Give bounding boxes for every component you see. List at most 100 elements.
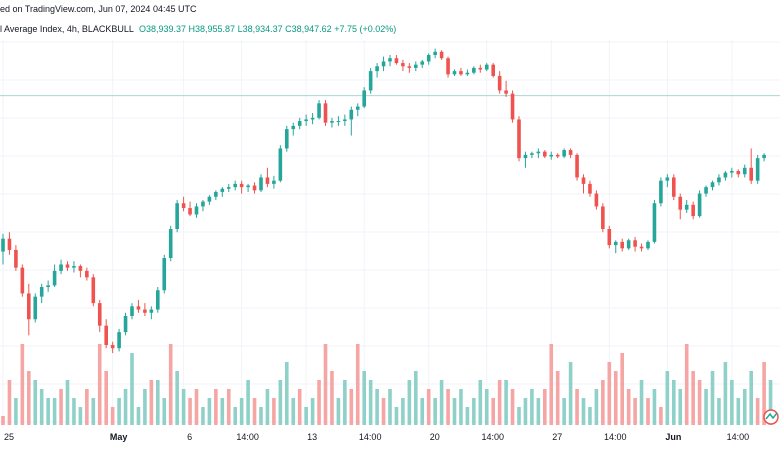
volume-bar (684, 344, 689, 425)
candle-body (717, 177, 721, 183)
candle-body (633, 240, 637, 247)
volume-bar (646, 398, 650, 425)
candle-body (330, 121, 334, 123)
candle-body (607, 229, 612, 246)
candle-body (220, 188, 225, 192)
candle-body (130, 306, 134, 316)
candle-body (704, 187, 708, 194)
volume-bar (201, 407, 205, 425)
candle-body (181, 203, 186, 209)
volume-bar (749, 371, 753, 425)
volume-bar (504, 380, 508, 425)
candle-body (575, 154, 579, 178)
volume-bar (368, 380, 373, 425)
candle-body (517, 119, 521, 159)
x-tick-label: 14:00 (359, 432, 382, 442)
volume-bar (762, 362, 766, 425)
candle-body (523, 154, 528, 159)
candle-body (459, 71, 463, 75)
volume-bar (130, 353, 134, 425)
candle-body (368, 71, 373, 91)
volume-bar (633, 398, 637, 425)
volume-bar (207, 398, 212, 425)
volume-bar (149, 380, 154, 425)
volume-bar (72, 398, 76, 425)
x-tick-label: 25 (4, 432, 14, 442)
volume-bar (317, 380, 321, 425)
volume-bar (704, 389, 708, 425)
candle-body (536, 151, 541, 154)
candle-body (110, 345, 115, 349)
candle-body (691, 204, 695, 217)
volume-bar (465, 407, 470, 425)
volume-bar (46, 398, 50, 425)
candle-body (310, 117, 315, 120)
volume-bar (613, 371, 618, 425)
volume-bar (691, 371, 695, 425)
close-value: C38,947.62 (285, 24, 332, 34)
candle-body (46, 285, 50, 287)
candle-body (123, 316, 128, 333)
x-tick-label: 20 (430, 432, 440, 442)
candle-body (381, 61, 386, 67)
volume-bar (343, 380, 347, 425)
volume-bar (272, 398, 276, 425)
volume-bar (536, 398, 541, 425)
candle-body (497, 75, 502, 91)
volume-bar (162, 398, 167, 425)
volume-bar (672, 380, 676, 425)
candle-body (59, 264, 63, 271)
volume-bar (181, 389, 186, 425)
candle-body (620, 241, 624, 249)
candle-body (562, 150, 566, 157)
candle-body (233, 183, 237, 188)
candle-body (665, 177, 670, 181)
volume-bar (188, 398, 192, 425)
volume-bar (588, 407, 592, 425)
published-text: ed on TradingView.com, Jun 07, 2024 04:4… (0, 4, 197, 14)
volume-bar (226, 389, 231, 425)
volume-bar (214, 389, 218, 425)
candle-body (723, 172, 728, 178)
candle-body (285, 129, 289, 149)
candle-body (349, 109, 354, 120)
volume-bar (27, 371, 31, 425)
candle-body (252, 185, 257, 191)
volume-bar (85, 389, 89, 425)
candle-body (678, 196, 683, 210)
candle-body (568, 150, 573, 155)
x-tick-label: 14:00 (604, 432, 627, 442)
volume-bar (555, 371, 560, 425)
candle-body (149, 309, 154, 313)
candle-body (394, 58, 399, 64)
volume-bar (388, 389, 392, 425)
candle-body (304, 119, 308, 122)
candle-body (755, 158, 760, 181)
candle-body (78, 266, 83, 271)
candle-body (543, 151, 547, 157)
volume-bar (491, 398, 495, 425)
candle-body (439, 51, 444, 59)
volume-bar (52, 398, 57, 425)
candle-body (168, 229, 173, 258)
candle-body (639, 246, 644, 249)
open-value: O38,939.37 (138, 24, 186, 34)
x-tick-label: 27 (552, 432, 562, 442)
volume-bar (136, 407, 141, 425)
volume-bar (336, 398, 341, 425)
candle-body (588, 183, 592, 194)
volume-bar (143, 389, 147, 425)
candle-body (1, 238, 5, 252)
candle-body (14, 249, 18, 268)
volume-bar (104, 371, 108, 425)
candle-body (7, 238, 12, 250)
low-value: L38,934.37 (237, 24, 283, 34)
candle-body (91, 277, 96, 304)
volume-bar (562, 398, 566, 425)
volume-bar (375, 389, 379, 425)
volume-bar (362, 371, 366, 425)
volume-bar (246, 380, 250, 425)
volume-bar (730, 380, 734, 425)
